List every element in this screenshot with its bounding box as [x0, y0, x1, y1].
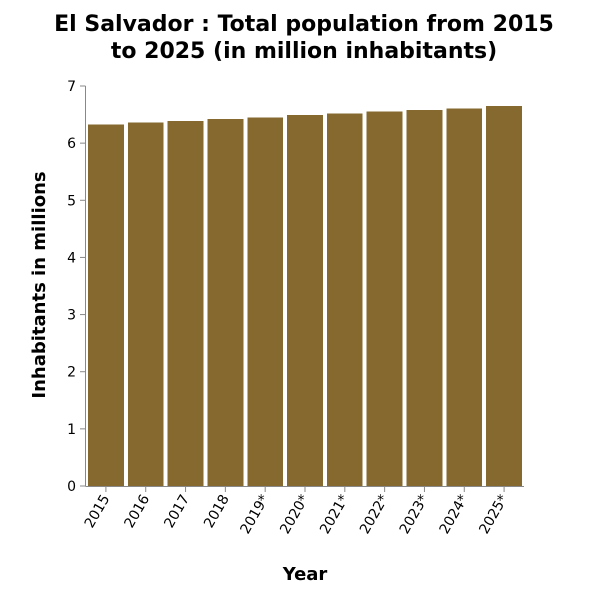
bar-2018: [207, 119, 244, 486]
x-tick-label-2015: 2015: [82, 492, 114, 531]
bar-2019-projected: [247, 117, 284, 487]
x-tick-label-2017: 2017: [161, 492, 193, 531]
x-tick-label-2021-projected: 2021*: [317, 492, 352, 537]
bar-2022-projected: [366, 111, 403, 487]
x-tick-label-2016: 2016: [122, 492, 154, 531]
y-axis-title: Inhabitants in millions: [29, 171, 50, 398]
x-tick-label-2022-projected: 2022*: [357, 492, 392, 537]
bar-2025-projected: [486, 106, 522, 486]
x-tick-label-2025-projected: 2025*: [476, 492, 511, 537]
x-axis-title: Year: [282, 564, 328, 585]
x-tick-label-2020-projected: 2020*: [277, 492, 312, 537]
y-tick-label-5: 5: [67, 193, 76, 209]
y-tick-label-2: 2: [67, 365, 76, 381]
bar-2024-projected: [446, 108, 483, 486]
y-tick-label-3: 3: [67, 308, 76, 324]
bar-2015: [88, 124, 124, 486]
bar-2016: [127, 122, 164, 486]
x-tick-label-2024-projected: 2024*: [437, 492, 472, 537]
bar-2017: [167, 120, 204, 487]
chart-title-line-1: El Salvador : Total population from 2015: [54, 12, 554, 37]
y-tick-label-7: 7: [67, 79, 76, 95]
x-tick-label-2018: 2018: [201, 492, 233, 531]
bar-2021-projected: [326, 113, 363, 487]
bar-2023-projected: [406, 110, 443, 486]
x-tick-label-2023-projected: 2023*: [397, 492, 432, 537]
y-tick-label-4: 4: [67, 250, 76, 266]
x-tick-label-2019-projected: 2019*: [237, 492, 272, 537]
y-tick-label-1: 1: [67, 422, 76, 438]
y-tick-label-0: 0: [67, 479, 76, 495]
bar-2020-projected: [287, 115, 323, 486]
chart-title-line-2: to 2025 (in million inhabitants): [111, 39, 497, 64]
y-tick-label-6: 6: [67, 136, 76, 152]
